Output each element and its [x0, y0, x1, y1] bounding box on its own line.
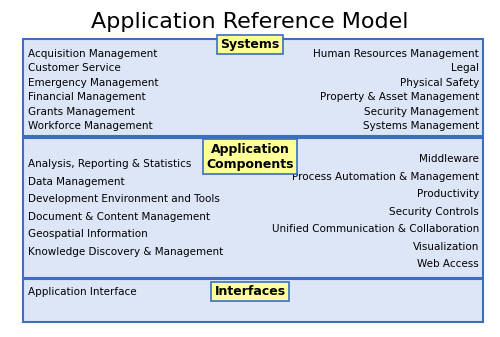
- Text: Data Management: Data Management: [28, 177, 124, 187]
- Text: Document & Content Management: Document & Content Management: [28, 212, 210, 222]
- Text: Analysis, Reporting & Statistics: Analysis, Reporting & Statistics: [28, 159, 191, 170]
- Text: Geospatial Information: Geospatial Information: [28, 229, 147, 240]
- Text: Workforce Management: Workforce Management: [28, 121, 152, 131]
- Text: Web Access: Web Access: [417, 259, 479, 269]
- Text: Application Interface: Application Interface: [28, 287, 136, 297]
- Text: Customer Service: Customer Service: [28, 63, 120, 73]
- Text: Productivity: Productivity: [417, 189, 479, 199]
- Text: Grants Management: Grants Management: [28, 107, 134, 117]
- Text: Acquisition Management: Acquisition Management: [28, 49, 157, 59]
- Text: Process Automation & Management: Process Automation & Management: [292, 172, 479, 182]
- Text: Security Management: Security Management: [364, 107, 479, 117]
- Text: Legal: Legal: [451, 63, 479, 73]
- Text: Application Reference Model: Application Reference Model: [91, 12, 409, 32]
- Text: Application
Components: Application Components: [206, 143, 294, 171]
- FancyBboxPatch shape: [22, 39, 482, 136]
- Text: Property & Asset Management: Property & Asset Management: [320, 92, 479, 102]
- FancyBboxPatch shape: [22, 138, 482, 278]
- Text: Systems Management: Systems Management: [363, 121, 479, 131]
- Text: Unified Communication & Collaboration: Unified Communication & Collaboration: [272, 224, 479, 234]
- Text: Financial Management: Financial Management: [28, 92, 145, 102]
- Text: Development Environment and Tools: Development Environment and Tools: [28, 194, 220, 205]
- Text: Physical Safety: Physical Safety: [400, 78, 479, 88]
- Text: Interfaces: Interfaces: [214, 285, 286, 298]
- Text: Visualization: Visualization: [412, 242, 479, 252]
- Text: Knowledge Discovery & Management: Knowledge Discovery & Management: [28, 247, 223, 257]
- FancyBboxPatch shape: [22, 279, 482, 322]
- Text: Human Resources Management: Human Resources Management: [313, 49, 479, 59]
- Text: Middleware: Middleware: [419, 154, 479, 164]
- Text: Systems: Systems: [220, 38, 280, 51]
- Text: Security Controls: Security Controls: [389, 207, 479, 217]
- Text: Emergency Management: Emergency Management: [28, 78, 158, 88]
